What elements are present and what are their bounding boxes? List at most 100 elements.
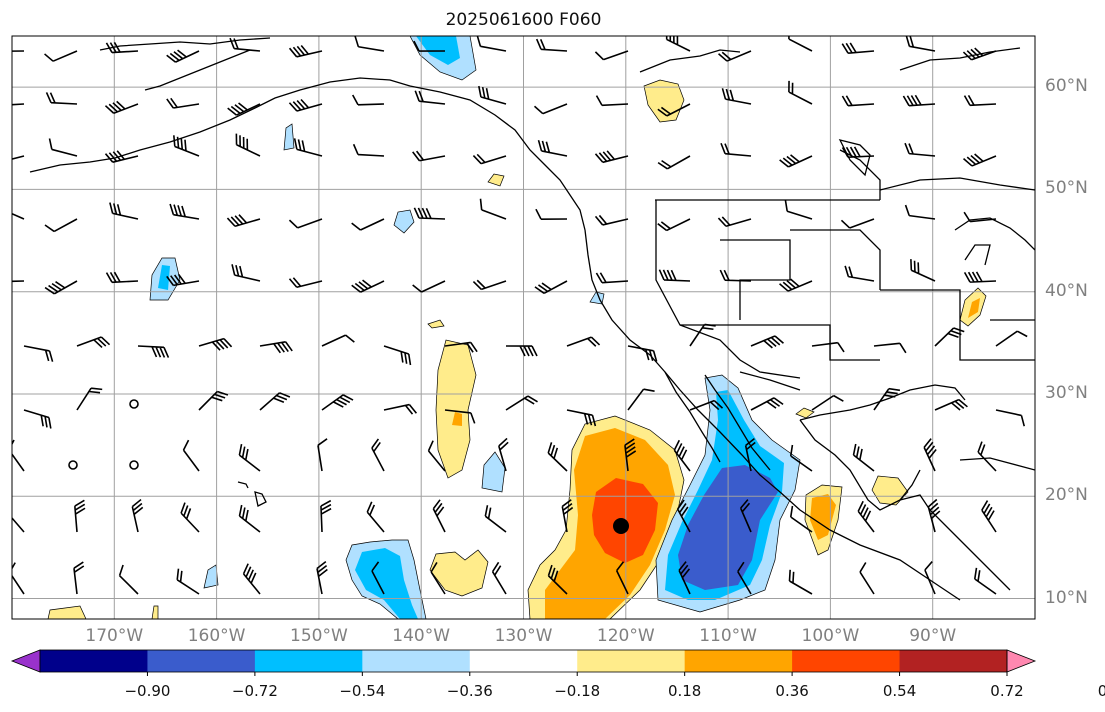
wind-barb: [430, 562, 446, 595]
wind-barb: [413, 207, 446, 220]
wind-barb: [594, 50, 629, 61]
wind-barb: [594, 214, 629, 226]
wind-barb: [259, 392, 291, 411]
wind-barb: [873, 387, 901, 411]
colorbar-segment: [362, 650, 471, 672]
wind-barb: [227, 102, 261, 116]
colorbar-segment: [147, 650, 256, 672]
wind-barb: [371, 438, 385, 472]
wind-barb: [288, 44, 323, 58]
colorbar-segment: [577, 650, 686, 672]
wind-barb: [288, 218, 323, 229]
latitude-label: 30°N: [1045, 382, 1088, 403]
wind-barb: [413, 40, 446, 52]
wind-barb: [383, 345, 412, 366]
wind-barb: [44, 280, 78, 295]
wind-barb: [180, 502, 200, 533]
wind-barb: [351, 279, 385, 293]
wind-barb: [789, 505, 813, 533]
wind-barb: [841, 95, 875, 107]
wind-barb: [717, 216, 752, 228]
latitude-label: 40°N: [1045, 280, 1088, 301]
wind-barb: [198, 337, 233, 351]
wind-barb: [484, 505, 507, 533]
wind-barb: [719, 269, 752, 282]
wind-barb: [23, 345, 54, 362]
wind-barb: [412, 280, 446, 293]
wind-barb: [352, 143, 385, 157]
wind-barb: [74, 499, 86, 533]
wind-barb: [811, 341, 845, 353]
colorbar-segment: [899, 650, 1008, 672]
wind-barb: [789, 444, 813, 472]
wind-barb: [615, 561, 629, 595]
wind-barb: [788, 569, 813, 595]
coastlines-and-borders: [29, 37, 1035, 601]
wind-barb: [934, 398, 968, 411]
wind-barb: [904, 204, 936, 220]
wind-barb: [505, 395, 538, 411]
wind-barb: [371, 561, 385, 595]
latitude-label: 10°N: [1045, 587, 1088, 608]
anomaly-fills: [47, 36, 987, 619]
map-title: 2025061600 F060: [445, 10, 602, 30]
wind-barb: [137, 345, 170, 358]
wind-barb: [231, 264, 261, 282]
wind-barb: [547, 442, 568, 472]
wind-barb: [657, 103, 691, 117]
wind-barb: [537, 139, 568, 157]
wind-barb: [44, 218, 78, 233]
wind-barb: [316, 561, 328, 595]
wind-barb: [534, 280, 568, 295]
wind-barb: [12, 439, 25, 472]
longitude-label: 170°W: [85, 626, 144, 646]
lat-lon-gridlines: [12, 36, 1035, 619]
wind-barb: [844, 265, 875, 282]
wind-barb: [627, 345, 658, 362]
wind-barb: [317, 438, 328, 472]
wind-barb: [73, 561, 85, 595]
wind-barb: [109, 202, 139, 220]
wind-barb: [12, 153, 25, 164]
wind-barb: [657, 155, 691, 170]
wind-barb: [977, 441, 997, 472]
wind-barb: [904, 142, 936, 157]
colorbar-extend-max: [1006, 649, 1037, 673]
wind-barb: [924, 561, 936, 595]
colorbar-segment: [684, 650, 793, 672]
wind-barb: [45, 92, 78, 105]
wind-barb: [105, 41, 139, 54]
wind-barb: [963, 271, 997, 283]
colorbar-segment: [469, 650, 578, 672]
wind-barb: [934, 327, 965, 347]
wind-barb: [811, 394, 844, 411]
wind-barb: [288, 277, 323, 289]
wind-barb: [131, 498, 144, 533]
wind-barb: [472, 279, 507, 291]
wind-barb: [963, 153, 997, 167]
wind-barb: [76, 387, 103, 411]
colorbar-tick-label: 0.90: [1097, 682, 1105, 700]
wind-barb: [321, 334, 355, 347]
wind-barb: [981, 500, 997, 533]
wind-barb: [444, 409, 476, 424]
wind-barb: [12, 271, 25, 283]
latitude-label: 60°N: [1045, 76, 1088, 97]
wind-barb: [963, 211, 997, 223]
longitude-label: 140°W: [392, 626, 451, 646]
wind-barb: [288, 98, 323, 112]
wind-barb: [354, 36, 385, 52]
wind-barb: [238, 504, 261, 533]
wind-barb: [169, 203, 200, 220]
wind-barb: [351, 218, 385, 231]
wind-barb: [995, 330, 1028, 347]
wind-barb: [444, 341, 478, 353]
colorbar-tick-label: 0.54: [882, 682, 917, 700]
wind-barb: [788, 36, 813, 52]
station-dot: [613, 518, 629, 534]
wind-barb: [857, 500, 875, 533]
wind-barb: [12, 501, 25, 533]
wind-barb: [973, 567, 997, 595]
colorbar-tick-label: −0.72: [231, 682, 278, 700]
